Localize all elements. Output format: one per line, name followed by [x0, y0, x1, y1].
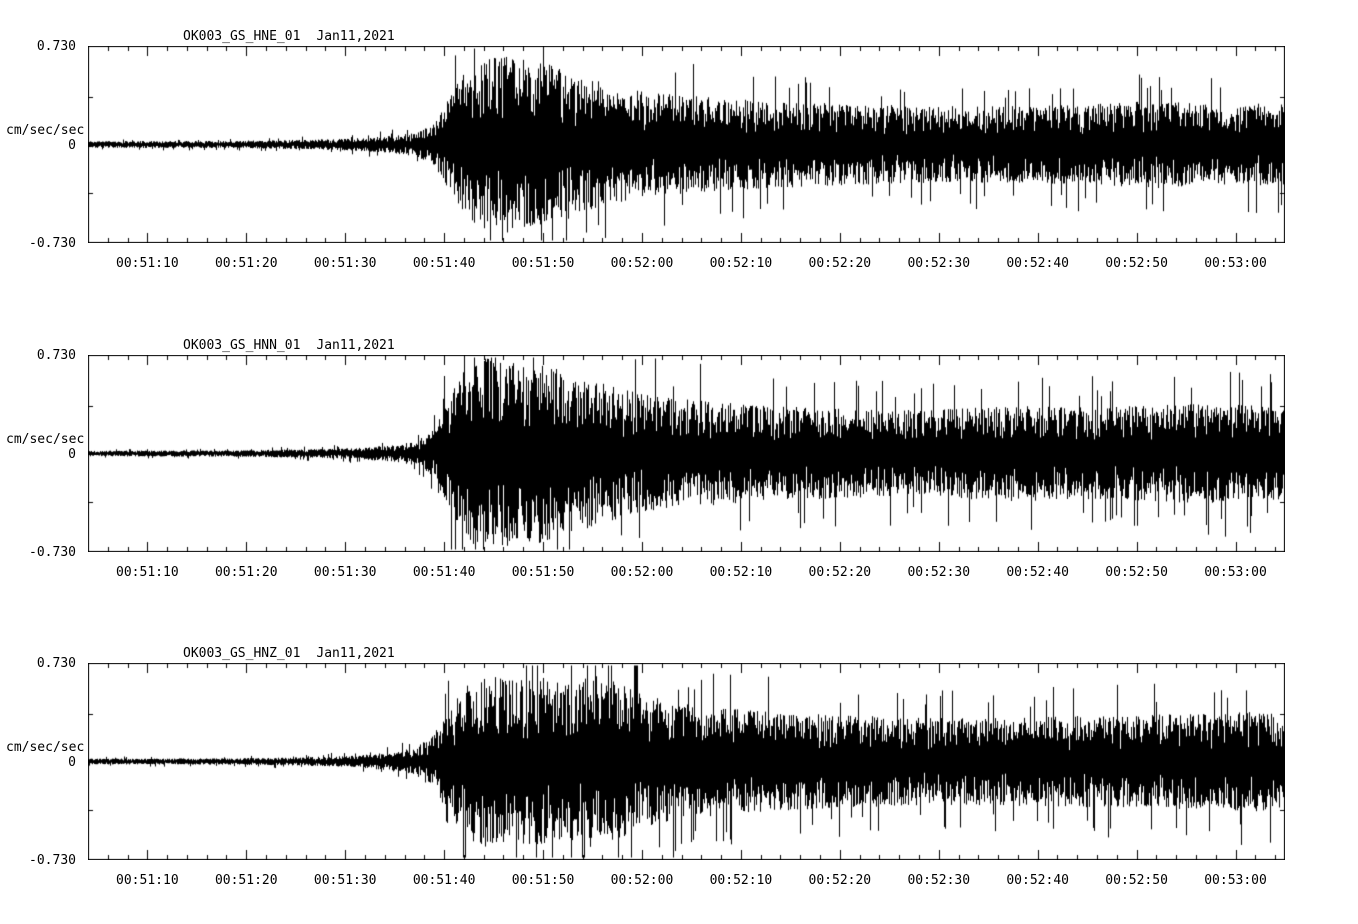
y-axis-units-label: cm/sec/sec — [6, 123, 85, 138]
x-axis-tick-label: 00:51:30 — [313, 873, 377, 888]
x-axis-tick-label: 00:52:10 — [709, 873, 773, 888]
y-axis-min-label: -0.730 — [29, 853, 76, 868]
date-label: Jan11,2021 — [316, 29, 395, 44]
x-axis-tick-label: 00:52:30 — [907, 565, 971, 580]
y-axis-max-label: 0.730 — [36, 656, 76, 671]
x-axis-tick-label: 00:51:20 — [214, 565, 278, 580]
x-axis-tick-labels: 00:51:10 00:51:20 00:51:30 00:51:40 00:51:50… — [88, 873, 1285, 891]
panel-title: OK003_GS_HNN_01 Jan11,2021 — [183, 338, 395, 353]
x-axis-tick-label: 00:52:20 — [808, 565, 872, 580]
panel-title: OK003_GS_HNE_01 Jan11,2021 — [183, 29, 395, 44]
x-axis-tick-label: 00:51:10 — [116, 565, 179, 580]
x-axis-tick-label: 00:53:00 — [1204, 565, 1267, 580]
x-axis-tick-label: 00:53:00 — [1204, 256, 1267, 271]
x-axis-tick-label: 00:51:10 — [116, 256, 179, 271]
date-label: Jan11,2021 — [316, 338, 395, 353]
y-axis-zero-label: 0 — [68, 138, 76, 153]
x-axis-tick-label: 00:52:50 — [1105, 873, 1168, 888]
x-axis-tick-label: 00:52:00 — [610, 873, 674, 888]
y-axis-min-label: -0.730 — [29, 545, 76, 560]
channel-title: OK003_GS_HNZ_01 — [183, 646, 301, 661]
x-axis-tick-label: 00:52:00 — [610, 565, 674, 580]
seismogram-panel-hne: OK003_GS_HNE_01 Jan11,2021 0.730 cm/sec/s… — [0, 0, 1358, 308]
y-axis-units-label: cm/sec/sec — [6, 432, 85, 447]
y-axis-zero-label: 0 — [68, 755, 76, 770]
y-axis-min-label: -0.730 — [29, 236, 76, 251]
x-axis-tick-label: 00:52:50 — [1105, 565, 1168, 580]
x-axis-tick-labels: 00:51:10 00:51:20 00:51:30 00:51:40 00:51:50… — [88, 565, 1285, 583]
channel-title: OK003_GS_HNE_01 — [183, 29, 301, 44]
y-axis-max-label: 0.730 — [36, 39, 76, 54]
x-axis-tick-label: 00:51:20 — [214, 873, 278, 888]
seismogram-panel-hnn: OK003_GS_HNN_01 Jan11,2021 0.730 cm/sec/s… — [0, 309, 1358, 617]
x-axis-tick-label: 00:53:00 — [1204, 873, 1267, 888]
x-axis-tick-label: 00:52:40 — [1006, 256, 1069, 271]
x-axis-tick-label: 00:51:40 — [412, 256, 476, 271]
x-axis-tick-label: 00:51:30 — [313, 565, 377, 580]
x-axis-tick-label: 00:51:50 — [511, 565, 575, 580]
channel-title: OK003_GS_HNN_01 — [183, 338, 301, 353]
x-axis-tick-label: 00:51:40 — [412, 873, 476, 888]
x-axis-tick-label: 00:52:30 — [907, 873, 971, 888]
x-axis-tick-label: 00:51:50 — [511, 873, 575, 888]
x-axis-tick-label: 00:52:30 — [907, 256, 971, 271]
x-axis-tick-label: 00:52:20 — [808, 873, 872, 888]
waveform-canvas — [88, 663, 1285, 860]
x-axis-tick-label: 00:52:40 — [1006, 873, 1069, 888]
x-axis-tick-label: 00:52:10 — [709, 565, 773, 580]
waveform-canvas — [88, 46, 1285, 243]
x-axis-tick-label: 00:51:30 — [313, 256, 377, 271]
x-axis-tick-label: 00:52:40 — [1006, 565, 1069, 580]
x-axis-tick-labels: 00:51:10 00:51:20 00:51:30 00:51:40 00:51:50… — [88, 256, 1285, 274]
seismogram-panel-hnz: OK003_GS_HNZ_01 Jan11,2021 0.730 cm/sec/s… — [0, 617, 1358, 924]
x-axis-tick-label: 00:52:10 — [709, 256, 773, 271]
date-label: Jan11,2021 — [316, 646, 395, 661]
x-axis-tick-label: 00:51:40 — [412, 565, 476, 580]
panel-title: OK003_GS_HNZ_01 Jan11,2021 — [183, 646, 395, 661]
waveform-canvas — [88, 355, 1285, 552]
x-axis-tick-label: 00:52:00 — [610, 256, 674, 271]
x-axis-tick-label: 00:51:20 — [214, 256, 278, 271]
y-axis-max-label: 0.730 — [36, 348, 76, 363]
x-axis-tick-label: 00:51:50 — [511, 256, 575, 271]
y-axis-zero-label: 0 — [68, 447, 76, 462]
y-axis-units-label: cm/sec/sec — [6, 740, 85, 755]
x-axis-tick-label: 00:52:50 — [1105, 256, 1168, 271]
x-axis-tick-label: 00:51:10 — [116, 873, 179, 888]
x-axis-tick-label: 00:52:20 — [808, 256, 872, 271]
